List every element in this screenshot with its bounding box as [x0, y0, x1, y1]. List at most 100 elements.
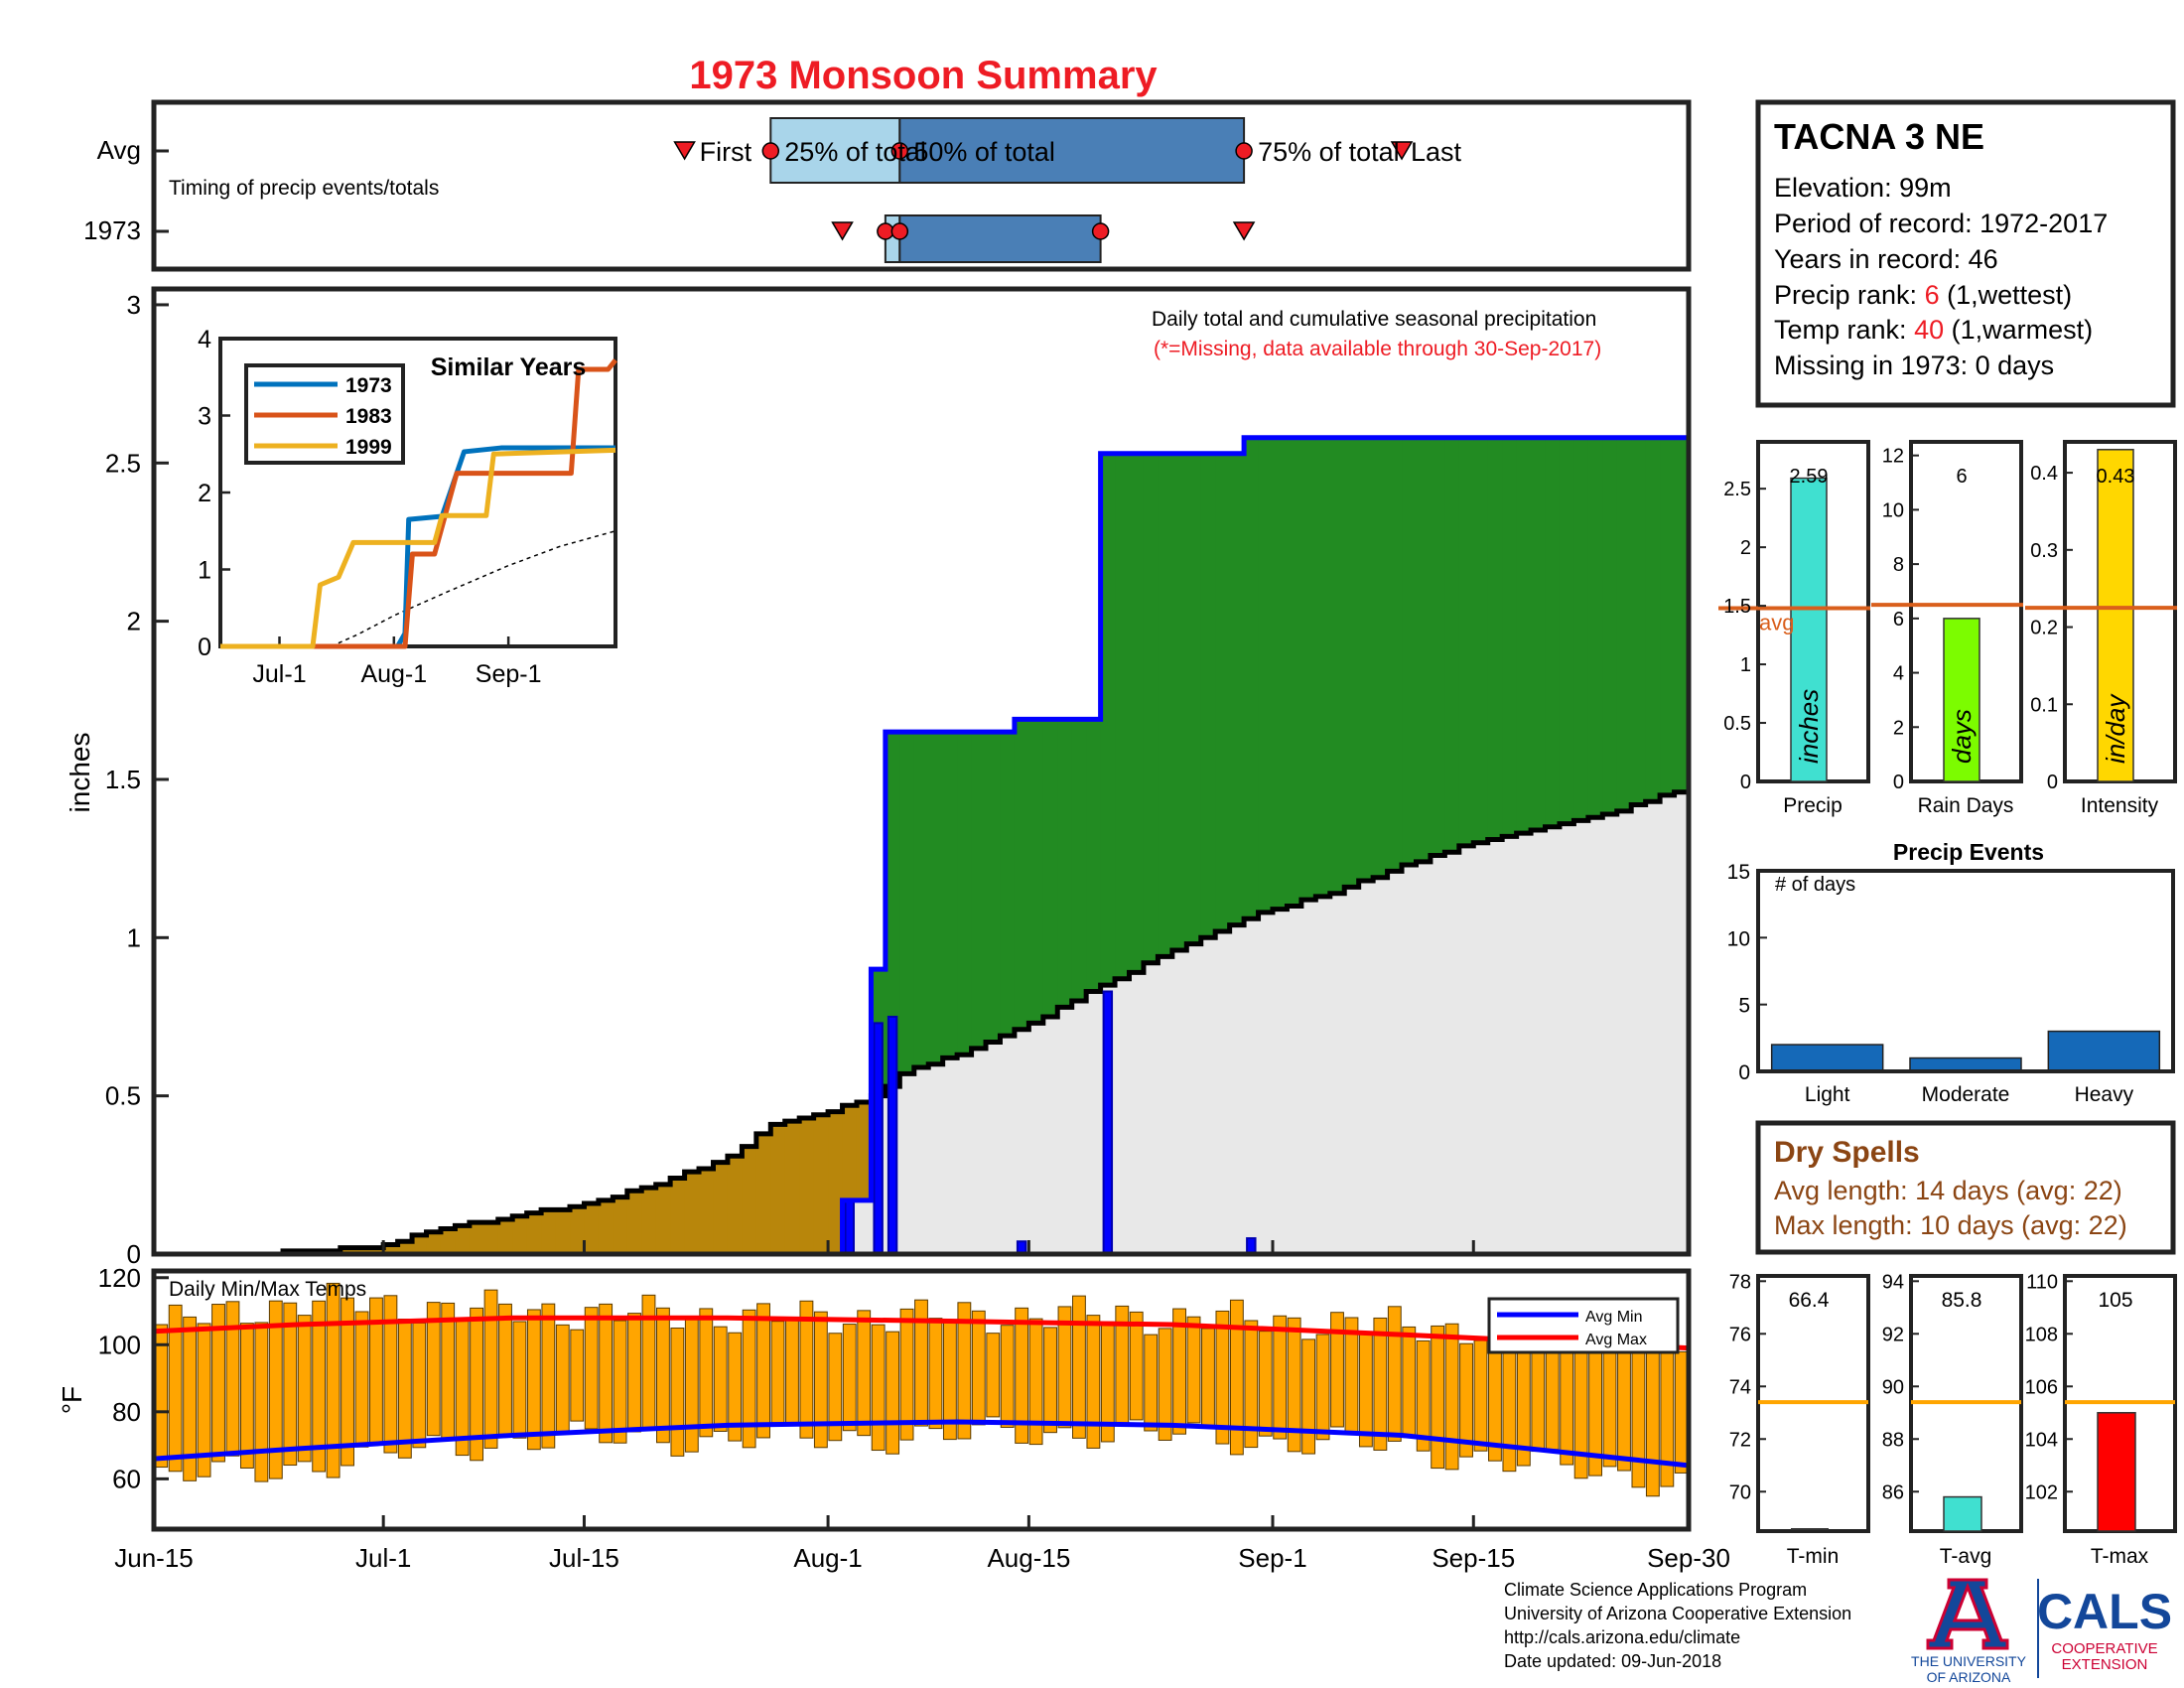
deficit-fill [713, 1162, 729, 1254]
inset-y-tick-label: 3 [198, 403, 211, 431]
events-y-tick-label: 0 [1738, 1061, 1750, 1084]
avg-fill [1344, 887, 1360, 1254]
temp-stat-y-tick-label: 90 [1882, 1376, 1904, 1398]
station-years: Years in record: 46 [1774, 244, 1998, 274]
surplus-fill [1186, 453, 1202, 944]
mini-bar-1 [1943, 618, 1980, 782]
deficit-fill [727, 1156, 743, 1254]
avg-fill [942, 1057, 958, 1254]
avg-fill [1186, 943, 1202, 1254]
daily-temp-bar [1229, 1299, 1244, 1456]
daily-temp-bar [1330, 1312, 1344, 1428]
surplus-fill [1531, 437, 1547, 830]
inset-legend-label-1999: 1999 [345, 436, 392, 459]
avg-fill [1587, 817, 1603, 1254]
surplus-fill [1071, 719, 1087, 1002]
events-y-tick-label: 15 [1727, 861, 1750, 884]
daily-temp-bar [1315, 1334, 1330, 1441]
daily-temp-bar [225, 1301, 240, 1457]
daily-temp-bar [828, 1333, 843, 1442]
surplus-fill [1516, 437, 1532, 834]
temp-legend: Avg Min Avg Max [1487, 1297, 1680, 1354]
avg-fill [1387, 871, 1403, 1254]
timing-row-label-year: 1973 [83, 215, 141, 245]
daily-temp-bar [570, 1329, 585, 1422]
daily-temp-bar [526, 1309, 541, 1451]
surplus-fill [1545, 437, 1561, 827]
avg-fill [1430, 855, 1445, 1254]
deficit-fill [440, 1228, 457, 1254]
daily-temp-bar [354, 1311, 369, 1448]
deficit-fill [613, 1196, 628, 1254]
daily-temp-bar [254, 1322, 269, 1482]
date-x-tick-label: Sep-15 [1432, 1543, 1515, 1573]
footer-line-1: Climate Science Applications Program [1504, 1580, 1807, 1600]
daily-temp-bar [871, 1324, 886, 1452]
daily-temp-bar [971, 1310, 986, 1426]
events-bar-light [1770, 1044, 1884, 1072]
avg-box-25-50 [769, 117, 901, 184]
precip-events-marks: 0 5 10 15 Light Moderate Heavy [1727, 861, 2161, 1106]
daily-temp-bar [1057, 1306, 1072, 1429]
surplus-fill [1487, 437, 1503, 840]
events-x-label-light: Light [1805, 1083, 1850, 1106]
date-x-tick-label: Jul-15 [549, 1543, 619, 1573]
surplus-fill [1028, 719, 1044, 1024]
daily-temp-bar [756, 1303, 770, 1439]
timing-panel: Avg 1973 Timing of precip events/totals … [83, 99, 1692, 272]
mini-bar-2 [2097, 449, 2134, 782]
figure-title: 1973 Monsoon Summary [689, 54, 1158, 97]
mini-y-tick-label: 0.3 [2030, 540, 2058, 562]
mini-value-0: 2.59 [1790, 466, 1829, 488]
timing-row-label-avg: Avg [97, 135, 141, 165]
coop-ext-line-2: EXTENSION [2062, 1656, 2148, 1673]
daily-temp-bar [312, 1300, 327, 1473]
avg-fill [1258, 912, 1274, 1254]
station-temp-rank: Temp rank: 40 (1,warmest) [1774, 315, 2093, 345]
year-box-50-75 [898, 214, 1102, 263]
mini-label-0: Precip [1783, 794, 1843, 817]
daily-temp-bar [1273, 1315, 1288, 1440]
daily-temp-bar [183, 1316, 198, 1481]
temp-y-tick-label: 60 [112, 1464, 141, 1493]
inset-y-tick-label: 2 [198, 480, 211, 507]
avg-fill [1373, 877, 1389, 1254]
date-x-tick-label: Aug-1 [793, 1543, 862, 1573]
daily-temp-bar [1186, 1316, 1201, 1424]
events-bar-moderate [1909, 1056, 2022, 1072]
mini-y-tick-label: 4 [1893, 663, 1904, 685]
inset-legend: 1973 1983 1999 [254, 374, 392, 459]
deficit-fill [684, 1172, 700, 1254]
daily-temp-bar [483, 1289, 498, 1449]
temp-stat-bars: 70 72 74 76 78 66.4 T-min 86 88 90 92 94 85.8 T-avg 10… [1729, 1271, 2177, 1568]
avg-p50-marker [890, 142, 909, 160]
temp-stat-y-tick-label: 78 [1729, 1271, 1751, 1293]
deficit-fill [526, 1212, 542, 1254]
deficit-fill [784, 1121, 800, 1254]
dry-spells-avg-length: Avg length: 14 days (avg: 22) [1774, 1176, 2122, 1205]
surplus-fill [1100, 453, 1116, 986]
surplus-fill [986, 732, 1002, 1043]
avg-max-line [153, 1315, 1690, 1351]
daily-temp-bar [1086, 1315, 1101, 1449]
year-first-marker [831, 221, 854, 241]
surplus-fill [1502, 437, 1518, 837]
temp-stat-value-2: 105 [2098, 1289, 2132, 1312]
daily-temp-bar [1000, 1325, 1015, 1428]
avg-fill [1473, 842, 1489, 1254]
inset-x-tick-label: Jul-1 [252, 660, 306, 688]
mini-y-tick-label: 0.4 [2030, 463, 2058, 485]
mini-value-1: 6 [1956, 466, 1967, 488]
main-chart-border [151, 286, 1692, 1257]
daily-temp-bar [268, 1300, 283, 1479]
surplus-fill [1344, 437, 1360, 888]
deficit-fill [699, 1168, 715, 1254]
temp-stat-value-1: 85.8 [1942, 1289, 1982, 1312]
ua-name-line-2: OF ARIZONA [1927, 1669, 2011, 1685]
avg-fill [1143, 962, 1160, 1254]
inset-legend-label-1973: 1973 [345, 374, 392, 397]
daily-temp-bar [886, 1331, 900, 1455]
avg-fill [1458, 845, 1474, 1254]
avg-fill [1559, 823, 1575, 1254]
daily-temp-bar [1072, 1295, 1086, 1439]
